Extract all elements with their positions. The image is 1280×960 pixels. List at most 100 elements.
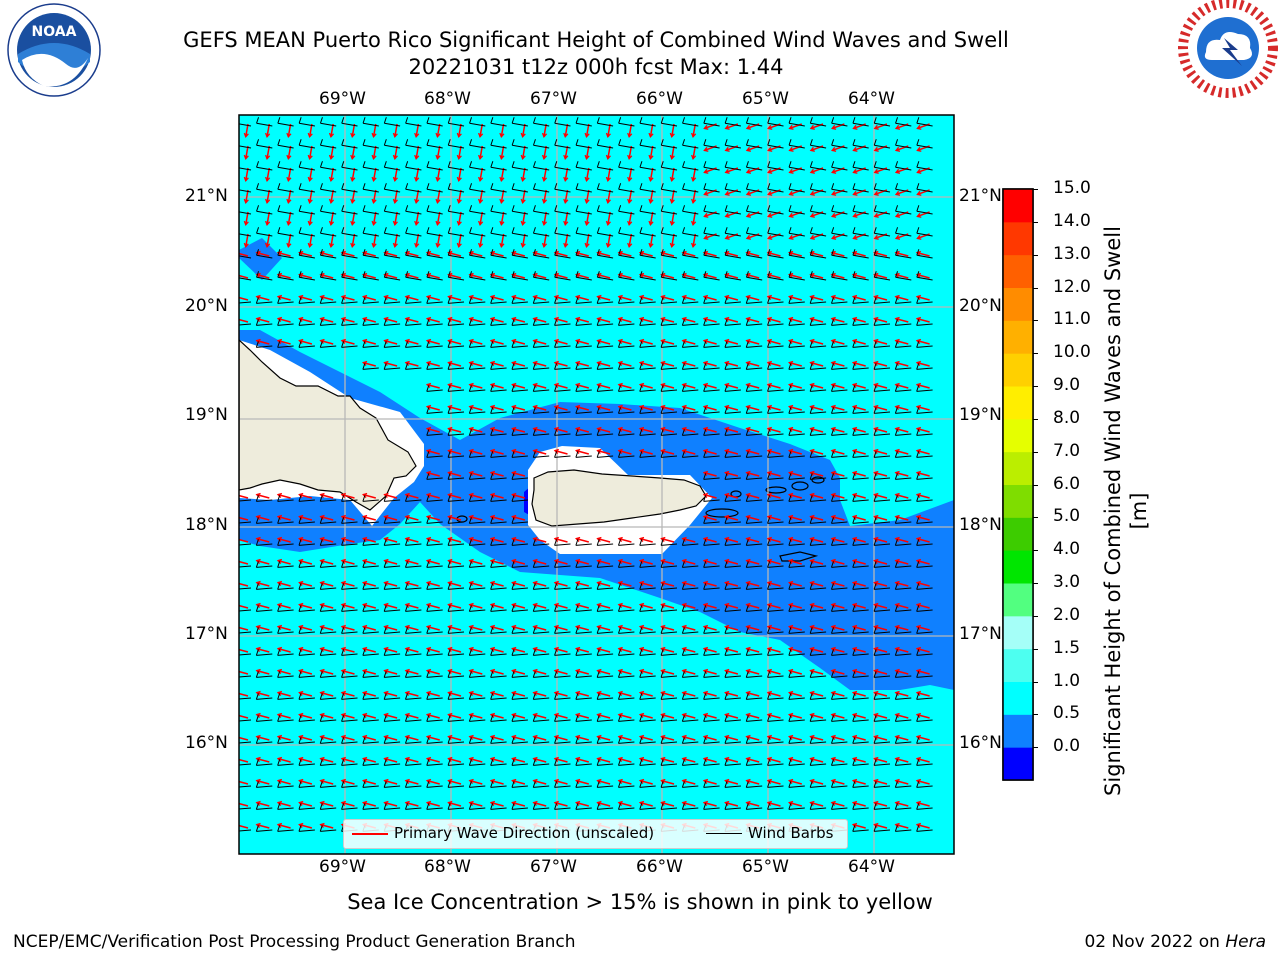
wave-direction-arrow xyxy=(789,669,802,675)
colorbar-segment-overlay xyxy=(1003,320,1033,354)
legend-barb-line xyxy=(706,833,742,834)
wave-direction-arrow xyxy=(533,581,547,587)
wind-barb-flag xyxy=(447,161,451,168)
wave-direction-arrow xyxy=(448,339,462,345)
wind-barb-flag xyxy=(724,759,728,766)
wave-direction-arrow xyxy=(299,603,313,609)
wave-direction-arrow xyxy=(895,713,909,719)
wave-direction-arrow xyxy=(789,471,802,477)
wave-direction-arrowhead xyxy=(340,712,346,718)
wave-direction-arrowhead xyxy=(511,602,517,608)
wave-direction-arrow xyxy=(852,735,866,741)
wind-barb xyxy=(895,763,912,766)
wave-direction-arrow xyxy=(789,691,802,697)
wind-barb-flag xyxy=(256,227,260,234)
wave-direction-arrowhead xyxy=(511,470,517,476)
wind-barb xyxy=(767,455,784,458)
wave-direction-arrow xyxy=(767,735,781,741)
wind-barb-flag xyxy=(788,429,792,436)
wind-barb-flag xyxy=(277,117,281,124)
wind-barb-flag xyxy=(639,271,643,278)
wind-barb xyxy=(597,411,614,414)
wind-barb xyxy=(341,675,358,678)
wind-barb-flag xyxy=(852,139,856,146)
wave-direction-arrowhead xyxy=(702,470,709,476)
wave-direction-arrow xyxy=(299,317,313,323)
wind-barb-flag xyxy=(660,803,664,810)
wave-direction-arrowhead xyxy=(468,580,474,586)
wind-barb-flag xyxy=(298,803,302,810)
wind-barb xyxy=(533,455,550,458)
wind-barb xyxy=(511,301,528,304)
wind-barb xyxy=(554,697,571,700)
wind-barb xyxy=(597,741,614,744)
wind-barb xyxy=(661,411,678,414)
wave-direction-arrowhead xyxy=(511,514,517,520)
wind-barb xyxy=(746,367,763,370)
wind-barb-flag xyxy=(277,517,281,524)
wind-barb xyxy=(724,785,741,788)
wind-barb xyxy=(256,653,273,656)
wave-direction-arrowhead xyxy=(596,800,602,806)
wind-barb-flag xyxy=(511,715,515,722)
wave-direction-arrowhead xyxy=(425,470,432,476)
legend-barb-label: Wind Barbs xyxy=(748,824,834,842)
wind-barb xyxy=(788,477,805,480)
wave-direction-arrowhead xyxy=(830,316,836,322)
wind-barb xyxy=(256,144,273,149)
wave-direction-arrowhead xyxy=(255,514,261,520)
wind-barb xyxy=(618,433,635,436)
wave-direction-arrow xyxy=(405,493,419,499)
wave-direction-arrow xyxy=(426,735,440,741)
wave-direction-arrowhead xyxy=(745,734,751,740)
wave-direction-arrow xyxy=(831,603,845,609)
wave-direction-arrowhead xyxy=(575,382,581,388)
wind-barb-flag xyxy=(830,583,834,590)
wind-barb-flag xyxy=(468,297,472,304)
wave-direction-arrowhead xyxy=(596,602,602,608)
wave-direction-arrow xyxy=(363,515,376,521)
wave-direction-arrow xyxy=(426,757,440,763)
wind-barb-flag xyxy=(788,605,792,612)
wind-barb-flag xyxy=(383,759,387,766)
wind-barb-flag xyxy=(767,139,771,146)
wave-direction-arrow xyxy=(426,471,440,477)
wave-direction-arrow xyxy=(320,691,334,697)
wind-barb xyxy=(618,276,635,281)
wind-barb-flag xyxy=(319,249,323,256)
wind-barb-flag xyxy=(277,583,281,590)
wave-direction-arrow xyxy=(576,317,589,323)
wind-barb-flag xyxy=(703,407,707,414)
wave-direction-arrowhead xyxy=(456,132,462,139)
wind-barb xyxy=(618,807,635,810)
wave-direction-arrowhead xyxy=(265,176,271,183)
wave-direction-arrowhead xyxy=(511,800,517,806)
wave-direction-arrow xyxy=(469,779,483,785)
wind-barb xyxy=(597,697,614,700)
wind-barb-flag xyxy=(575,803,579,810)
wind-barb-flag xyxy=(788,737,792,744)
colorbar-segment-overlay xyxy=(1003,386,1033,420)
wave-direction-arrowhead xyxy=(851,360,858,366)
wave-direction-arrow xyxy=(767,625,781,631)
wave-direction-arrow xyxy=(895,361,909,367)
wind-barb-flag xyxy=(809,693,813,700)
wave-direction-arrowhead xyxy=(404,316,410,322)
wind-barb xyxy=(320,829,337,832)
wind-barb-flag xyxy=(767,715,771,722)
wave-direction-arrow xyxy=(426,383,440,389)
wind-barb-flag xyxy=(426,539,430,546)
wave-direction-arrowhead xyxy=(702,734,709,740)
wave-direction-arrowhead xyxy=(915,470,922,476)
wave-direction-arrow xyxy=(703,317,717,323)
wave-direction-arrow xyxy=(916,691,930,697)
wave-direction-arrowhead xyxy=(766,778,772,784)
wind-barb xyxy=(256,587,273,590)
wave-direction-arrowhead xyxy=(851,426,858,432)
wave-direction-arrow xyxy=(628,167,633,181)
wave-direction-arrowhead xyxy=(702,492,709,498)
wave-direction-arrowhead xyxy=(447,426,453,432)
wind-barb xyxy=(597,631,614,634)
wind-barb-flag xyxy=(511,139,515,146)
wave-direction-arrow xyxy=(469,273,483,279)
